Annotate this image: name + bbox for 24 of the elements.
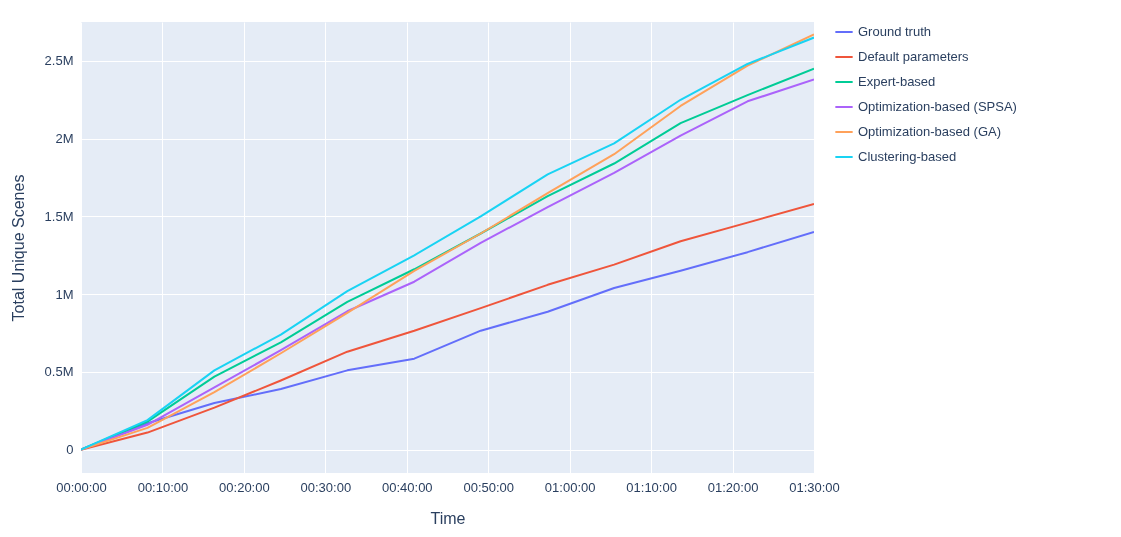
x-tick-label: 01:20:00 bbox=[707, 479, 759, 495]
x-axis-title: Time bbox=[430, 509, 466, 527]
x-tick-label: 00:00:00 bbox=[56, 479, 107, 495]
y-tick-label: 2M bbox=[55, 131, 74, 147]
x-tick-label: 00:10:00 bbox=[137, 479, 189, 495]
x-tick-label: 01:30:00 bbox=[789, 479, 840, 495]
x-tick-label: 00:20:00 bbox=[219, 479, 270, 495]
x-tick-label: 00:40:00 bbox=[381, 479, 433, 495]
y-tick-label: 0 bbox=[66, 442, 74, 458]
y-axis-title: Total Unique Scenes bbox=[9, 174, 27, 322]
y-tick-label: 2.5M bbox=[44, 53, 74, 69]
legend-label: Ground truth bbox=[858, 24, 931, 39]
y-tick-label: 0.5M bbox=[44, 364, 74, 380]
legend-label: Expert-based bbox=[858, 74, 936, 89]
legend-label: Clustering-based bbox=[858, 149, 957, 164]
y-tick-label: 1M bbox=[55, 286, 74, 302]
y-tick-label: 1.5M bbox=[44, 208, 74, 224]
x-tick-label: 00:30:00 bbox=[300, 479, 352, 495]
x-tick-label: 01:00:00 bbox=[544, 479, 596, 495]
legend-label: Default parameters bbox=[858, 49, 970, 64]
x-tick-label: 01:10:00 bbox=[626, 479, 677, 495]
legend-label: Optimization-based (SPSA) bbox=[858, 99, 1017, 114]
legend-label: Optimization-based (GA) bbox=[858, 124, 1002, 139]
x-tick-label: 00:50:00 bbox=[463, 479, 515, 495]
